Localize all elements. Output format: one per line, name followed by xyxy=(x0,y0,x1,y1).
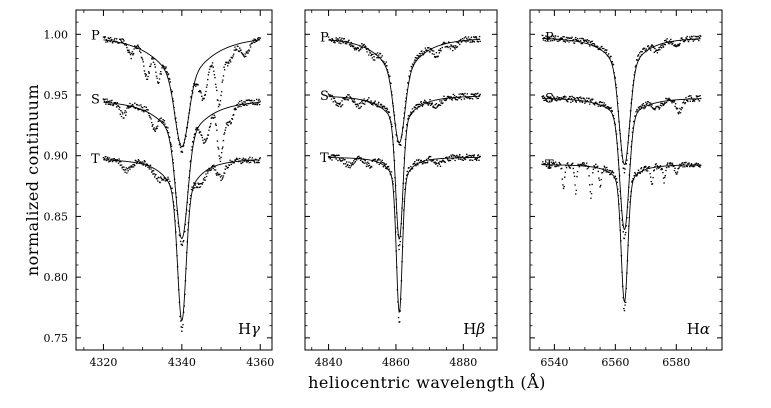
y-tick-label: 1.00 xyxy=(44,28,69,41)
curve-label-S: S xyxy=(545,91,554,106)
y-tick-label: 0.85 xyxy=(44,210,69,223)
y-tick-label: 0.95 xyxy=(44,89,69,102)
y-axis-title: normalized continuum xyxy=(23,84,42,276)
series-T: T xyxy=(91,152,261,332)
curve-label-T: T xyxy=(91,152,100,167)
panel-3: 6540 6560 6580 P S T Hα xyxy=(529,9,723,369)
series-P: P xyxy=(541,31,702,174)
x-axis-title: heliocentric wavelength (Å) xyxy=(308,372,546,392)
curve-label-P: P xyxy=(545,31,554,46)
curve-label-S: S xyxy=(320,89,329,104)
x-tick-label: 4320 xyxy=(89,356,117,369)
series-T: T xyxy=(541,158,702,312)
model-line xyxy=(328,95,481,240)
panel-label: Hβ xyxy=(463,320,485,338)
y-tick-label: 0.90 xyxy=(44,150,69,163)
observed-points xyxy=(541,161,702,312)
x-tick-label: 4340 xyxy=(168,356,196,369)
observed-points xyxy=(102,155,261,332)
model-line xyxy=(542,98,701,231)
panel-1: 0.75 0.80 0.85 0.90 0.95 1.00 4320 4340 4360 P S T H… xyxy=(44,9,274,369)
observed-points xyxy=(102,36,261,153)
curve-label-S: S xyxy=(91,93,100,108)
x-tick-label: 4860 xyxy=(382,356,410,369)
series-T: T xyxy=(320,151,481,323)
series-P: P xyxy=(320,31,481,146)
model-line xyxy=(103,159,261,322)
observed-points xyxy=(327,153,481,323)
observed-points xyxy=(541,94,702,240)
curve-label-T: T xyxy=(320,151,329,166)
curve-label-P: P xyxy=(320,31,329,46)
panel-2: 4840 4860 4880 P S T Hβ xyxy=(304,9,498,369)
x-tick-label: 4360 xyxy=(246,356,274,369)
panel-frame xyxy=(529,9,723,351)
series-S: S xyxy=(91,93,261,246)
curve-label-T: T xyxy=(545,158,554,173)
series-P: P xyxy=(91,28,261,153)
x-tick-label: 4840 xyxy=(315,356,343,369)
model-line xyxy=(103,101,261,240)
series-S: S xyxy=(541,91,702,240)
panel-label: Hα xyxy=(687,320,710,338)
x-tick-label: 6560 xyxy=(601,356,629,369)
panels-group: 0.75 0.80 0.85 0.90 0.95 1.00 4320 4340 4360 P S T H… xyxy=(44,9,723,369)
series-S: S xyxy=(320,89,481,251)
model-line xyxy=(328,156,481,314)
model-line xyxy=(103,39,261,148)
y-tick-label: 0.75 xyxy=(44,332,69,345)
observed-points xyxy=(541,34,702,174)
model-line xyxy=(328,38,481,144)
x-tick-label: 6580 xyxy=(662,356,690,369)
y-tick-label: 0.80 xyxy=(44,271,69,284)
model-line xyxy=(542,38,701,166)
observed-points xyxy=(102,98,261,246)
observed-points xyxy=(327,35,481,146)
observed-points xyxy=(327,92,481,251)
curve-label-P: P xyxy=(91,28,100,43)
model-line xyxy=(542,164,701,304)
x-tick-label: 6540 xyxy=(540,356,568,369)
x-tick-label: 4880 xyxy=(449,356,477,369)
panel-label: Hγ xyxy=(238,320,260,338)
